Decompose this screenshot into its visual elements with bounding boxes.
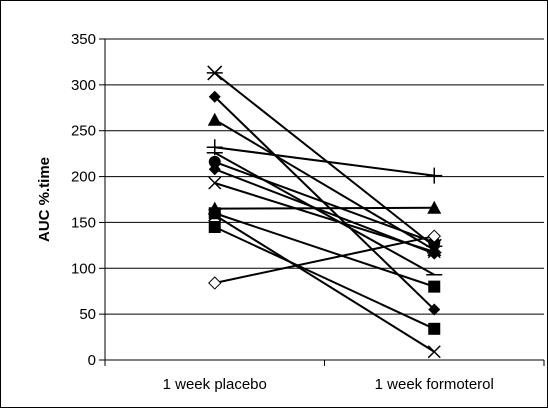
- x-tick-label: 1 week placebo: [163, 376, 267, 393]
- axes: [99, 38, 545, 366]
- grid-lines: [105, 38, 544, 315]
- series: [207, 112, 442, 256]
- x-tick-label: 1 week formoterol: [375, 376, 494, 393]
- data-point: [208, 276, 222, 290]
- data-point: [208, 221, 221, 234]
- data-point: [427, 200, 442, 214]
- y-tick-label: 150: [71, 214, 96, 231]
- data-point: [207, 112, 222, 126]
- series: [208, 176, 441, 259]
- series: [206, 151, 443, 276]
- data-point: [427, 229, 441, 243]
- data-point: [428, 247, 441, 260]
- y-tick-label: 350: [71, 31, 96, 48]
- y-tick-label: 50: [79, 306, 96, 323]
- series: [208, 207, 441, 293]
- data-point: [208, 163, 221, 176]
- series: [208, 229, 441, 290]
- y-axis-title: AUC %.time: [36, 157, 53, 242]
- data-point: [428, 303, 441, 316]
- y-tick-label: 200: [71, 169, 96, 186]
- series-line: [214, 214, 435, 353]
- series-line: [214, 212, 435, 288]
- series: [208, 163, 441, 260]
- data-point: [428, 280, 441, 293]
- series: [206, 65, 443, 254]
- series-line: [214, 146, 435, 177]
- series-line: [214, 206, 435, 210]
- data-point: [208, 176, 222, 190]
- data-point: [208, 90, 221, 103]
- series: [208, 221, 441, 335]
- series-group: [206, 65, 443, 359]
- data-point: [206, 65, 223, 81]
- data-point: [427, 245, 441, 259]
- series-line: [214, 160, 435, 244]
- data-point: [208, 208, 222, 222]
- series: [208, 208, 441, 359]
- series-line: [214, 235, 435, 284]
- data-point: [427, 345, 441, 359]
- data-point: [208, 155, 221, 168]
- data-point: [426, 167, 443, 184]
- data-point: [428, 322, 441, 335]
- series-line: [214, 151, 435, 276]
- series-line: [214, 72, 435, 248]
- axis-labels: 0 50 100 150 200 250 300 350 1 week placebo 1 wee…: [71, 31, 494, 393]
- series-line: [214, 182, 435, 253]
- y-tick-label: 100: [71, 260, 96, 277]
- y-tick-label: 0: [88, 352, 96, 369]
- y-tick-label: 300: [71, 77, 96, 94]
- series-line: [214, 226, 435, 330]
- y-tick-label: 250: [71, 123, 96, 140]
